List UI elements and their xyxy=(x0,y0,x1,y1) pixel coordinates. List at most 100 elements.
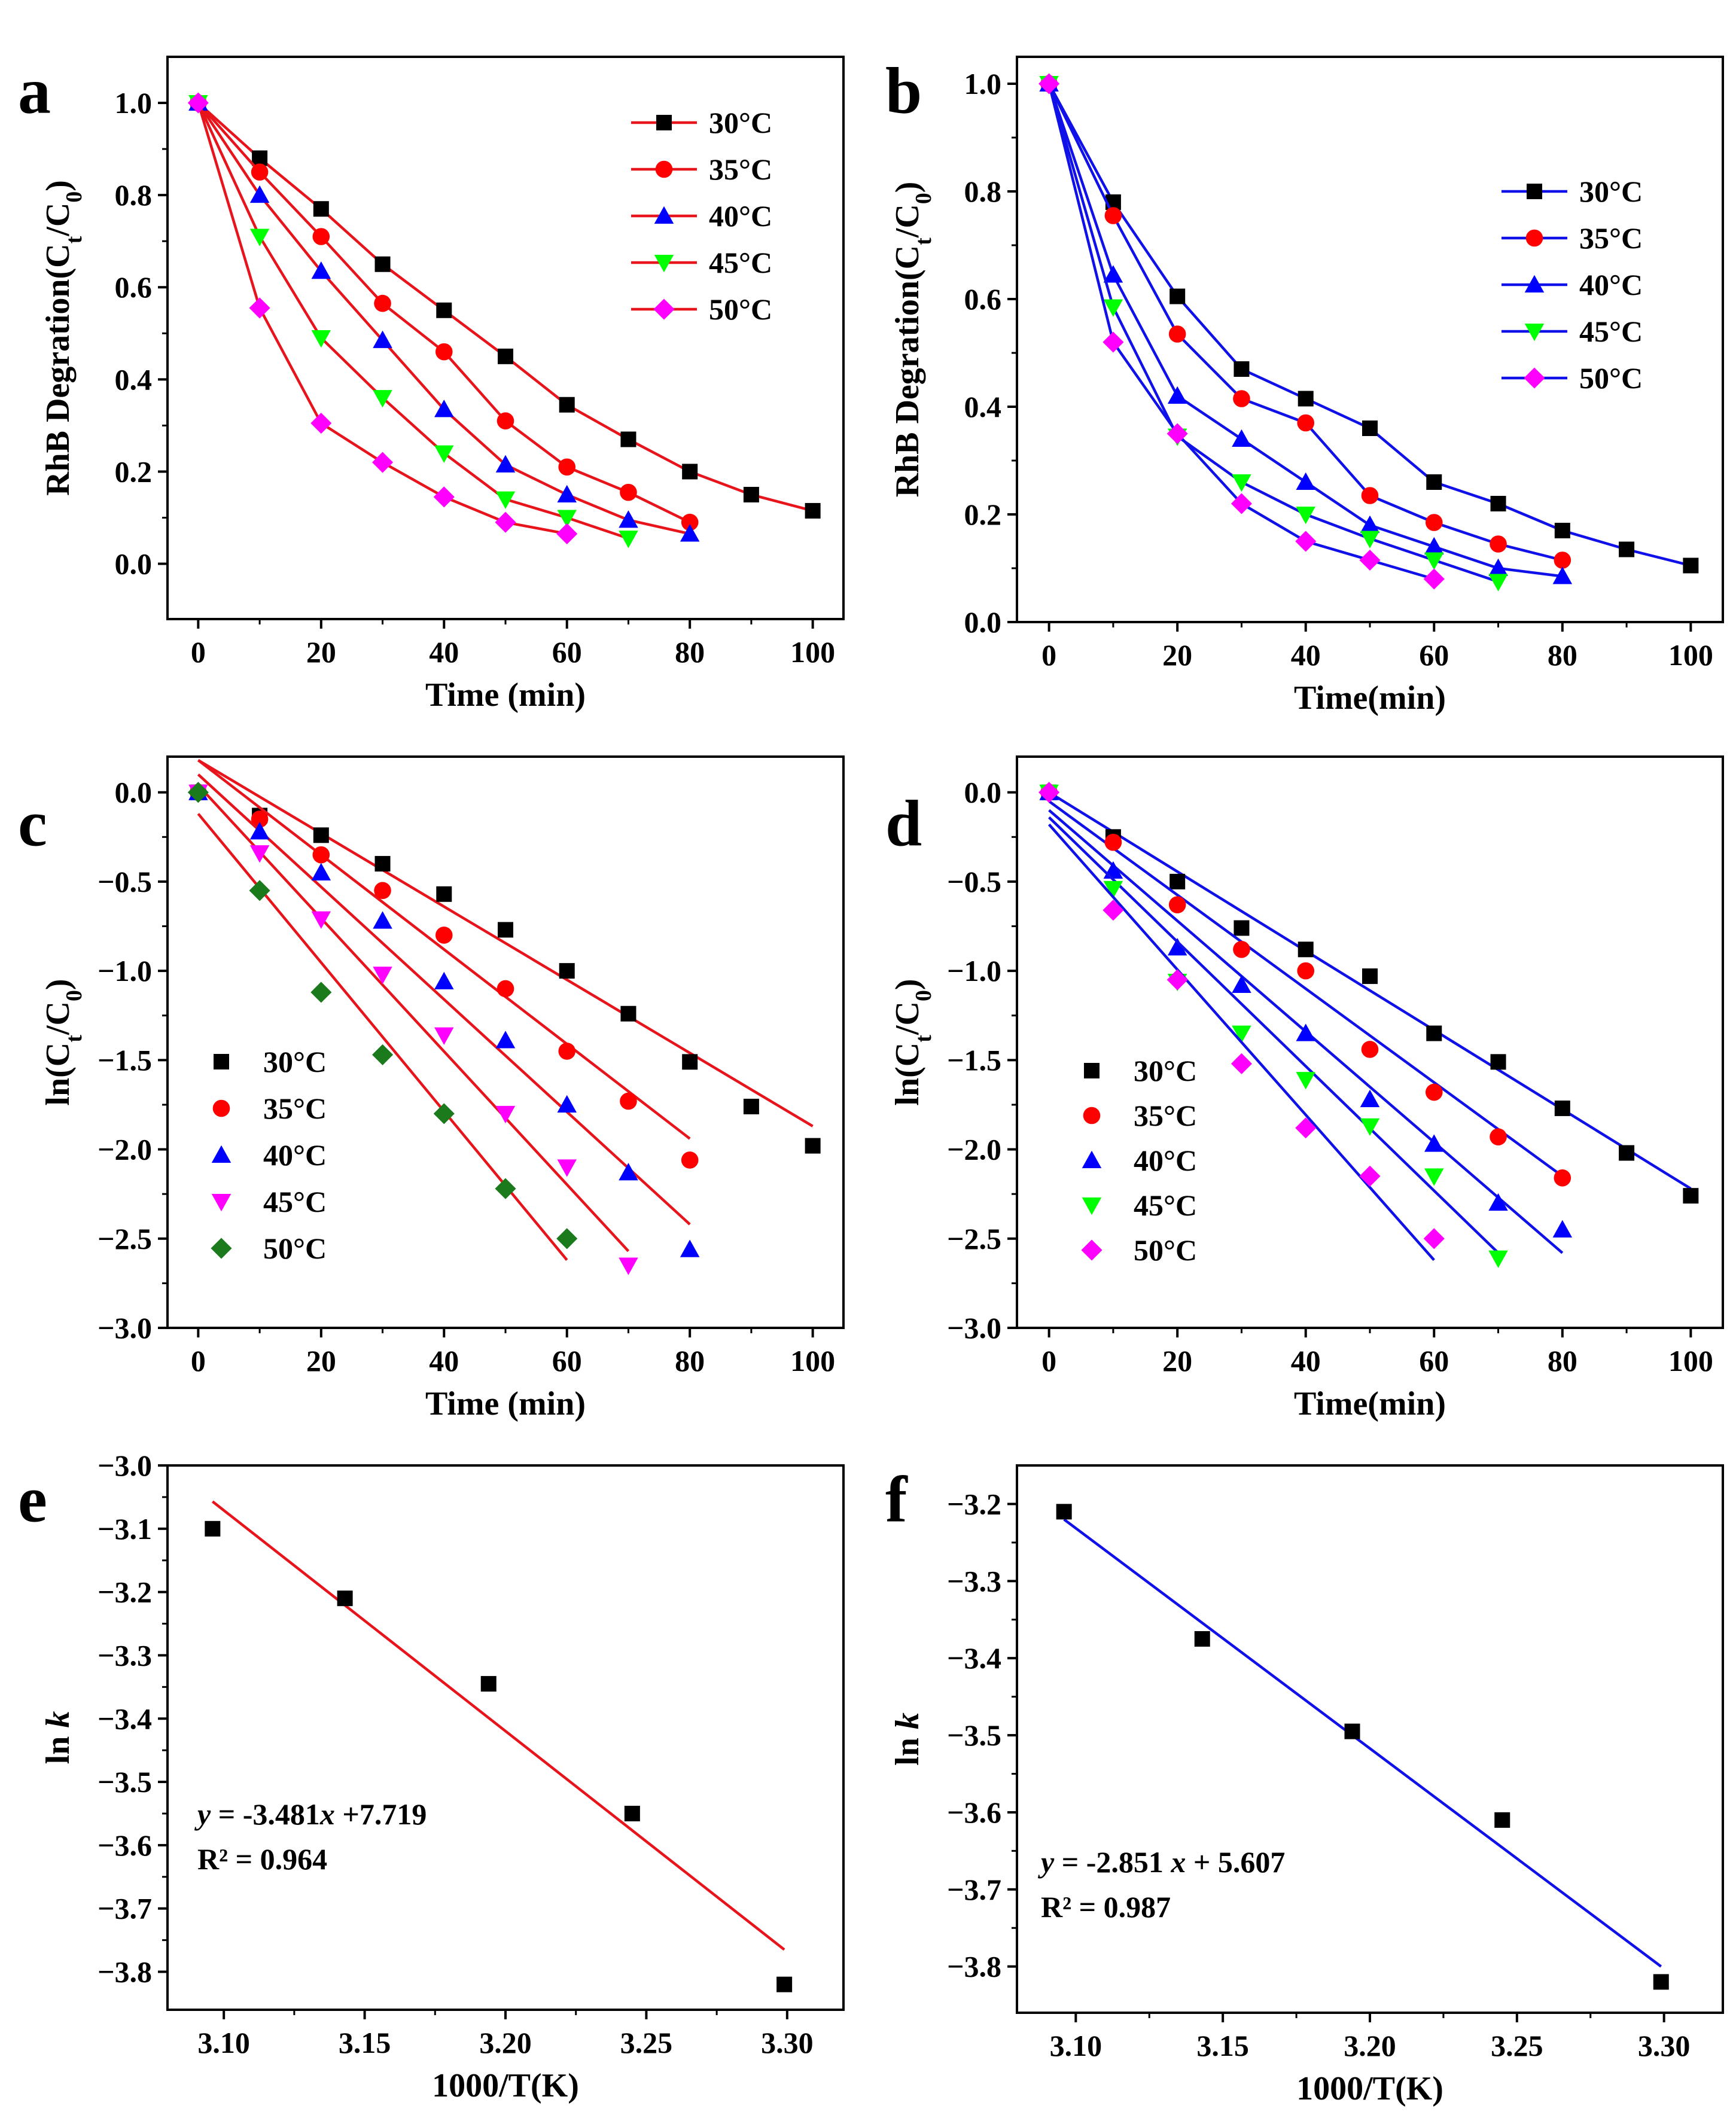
data-point xyxy=(434,445,454,463)
x-tick-label: 80 xyxy=(1548,1344,1577,1378)
legend: 30°C 35°C 40°C 45°C 50°C xyxy=(1081,1054,1197,1267)
legend-label: 35°C xyxy=(263,1092,327,1125)
data-point xyxy=(1490,1054,1506,1070)
data-point xyxy=(1426,1025,1442,1041)
legend-marker xyxy=(1524,324,1545,342)
y-tick-label: −3.0 xyxy=(98,1311,152,1345)
fit-equation: y = -2.851 x + 5.607 R² = 0.987 xyxy=(1038,1845,1285,1924)
data-point xyxy=(311,911,331,929)
legend-label: 30°C xyxy=(709,106,772,139)
legend-marker xyxy=(211,1145,232,1163)
x-tick-label: 3.10 xyxy=(1050,2029,1102,2062)
panel-letter: e xyxy=(18,1462,47,1535)
data-point xyxy=(1683,557,1699,574)
data-point xyxy=(337,1590,353,1607)
legend-marker xyxy=(1084,1063,1100,1078)
data-point xyxy=(1168,896,1186,914)
x-tick-label: 3.30 xyxy=(1638,2029,1691,2062)
data-point xyxy=(1424,552,1444,570)
legend-marker xyxy=(1524,367,1545,389)
legend-label: 30°C xyxy=(263,1045,327,1078)
x-tick-label: 20 xyxy=(306,635,336,669)
y-axis-title: ln k xyxy=(39,1711,77,1765)
plot-frame xyxy=(1016,1464,1724,2014)
y-axis-title: ln(Ct/C0) xyxy=(39,979,87,1105)
data-point xyxy=(1104,207,1122,224)
legend-marker xyxy=(1081,1239,1102,1261)
data-point xyxy=(1295,531,1317,552)
legend-label: 45°C xyxy=(263,1185,327,1218)
panel-f: f 3.10 3.15 3.20 3.25 3.30 −3.2 −3.3 −3.4 −3.5 −3.… xyxy=(885,1462,1724,2107)
x-tick-label: 80 xyxy=(675,1344,705,1378)
series-30°C xyxy=(190,759,821,1154)
data-point xyxy=(312,846,330,864)
x-axis-title: 1000/T(K) xyxy=(1296,2070,1443,2107)
data-point xyxy=(312,228,330,245)
fit-line xyxy=(1048,791,1692,1190)
data-point xyxy=(434,971,454,990)
y-tick-label: −0.5 xyxy=(947,865,1001,898)
fit-equation: y = -3.481x +7.719 R² = 0.964 xyxy=(194,1797,427,1876)
y-tick-label: 1.0 xyxy=(964,67,1002,100)
y-tick-label: 0.8 xyxy=(115,178,153,212)
data-point xyxy=(1490,496,1506,511)
data-point xyxy=(1168,325,1186,343)
data-point xyxy=(495,1031,516,1049)
x-tick-label: 0 xyxy=(191,1344,206,1378)
data-point xyxy=(1488,558,1508,576)
data-point xyxy=(311,330,331,348)
data-point xyxy=(1296,472,1315,490)
data-point xyxy=(1425,514,1443,531)
data-point xyxy=(1167,938,1187,956)
data-point xyxy=(1234,361,1250,377)
series-50°C xyxy=(1038,73,1445,590)
data-point xyxy=(1298,941,1314,958)
data-point xyxy=(1619,541,1635,557)
x-tick-label: 20 xyxy=(1162,1344,1192,1378)
y-tick-label: −2.5 xyxy=(947,1222,1001,1255)
data-point xyxy=(495,491,516,509)
data-point xyxy=(1103,265,1123,283)
plot-frame xyxy=(166,56,845,620)
x-tick-label: 100 xyxy=(1668,638,1713,672)
legend-label: 45°C xyxy=(709,246,772,279)
y-axis-title: ln(Ct/C0) xyxy=(889,979,936,1105)
y-tick-label: −3.6 xyxy=(947,1796,1001,1829)
x-tick-label: 3.15 xyxy=(339,2026,391,2059)
data-point xyxy=(1169,288,1186,304)
data-point xyxy=(435,343,453,361)
data-point xyxy=(805,1138,821,1154)
y-tick-label: −3.7 xyxy=(947,1873,1001,1906)
data-point xyxy=(1103,880,1123,899)
data-point xyxy=(373,911,392,929)
y-tick-label: −2.0 xyxy=(947,1133,1001,1166)
panel-e: e 3.10 3.15 3.20 3.25 3.30 −3.0 −3.1 −3.2 −3.3 −3.… xyxy=(18,1449,845,2104)
fit-line xyxy=(211,1500,785,1951)
data-point xyxy=(1424,537,1444,554)
data-point xyxy=(498,922,513,938)
legend-marker xyxy=(656,115,672,130)
data-point xyxy=(1297,962,1315,980)
data-point xyxy=(1232,975,1251,993)
legend-marker xyxy=(1082,1197,1102,1215)
y-tick-label: −3.4 xyxy=(98,1702,152,1735)
data-point xyxy=(1488,574,1508,592)
data-point xyxy=(1102,331,1124,353)
data-point xyxy=(187,92,209,114)
data-point xyxy=(1362,420,1378,436)
data-point xyxy=(557,510,577,528)
y-tick-label: 0.2 xyxy=(964,498,1002,531)
y-tick-label: −3.8 xyxy=(947,1950,1001,1983)
data-point xyxy=(497,980,514,998)
legend-label: 40°C xyxy=(1134,1144,1197,1177)
data-point xyxy=(1295,1117,1317,1139)
panel-letter: c xyxy=(18,787,47,860)
data-point xyxy=(680,524,700,542)
y-tick-label: −3.2 xyxy=(947,1487,1001,1520)
series-40°C xyxy=(188,93,700,542)
legend-label: 50°C xyxy=(1579,361,1643,395)
data-point xyxy=(374,256,391,272)
legend-label: 50°C xyxy=(709,292,772,326)
x-tick-label: 100 xyxy=(790,1344,835,1378)
series-30°C xyxy=(1041,76,1699,574)
